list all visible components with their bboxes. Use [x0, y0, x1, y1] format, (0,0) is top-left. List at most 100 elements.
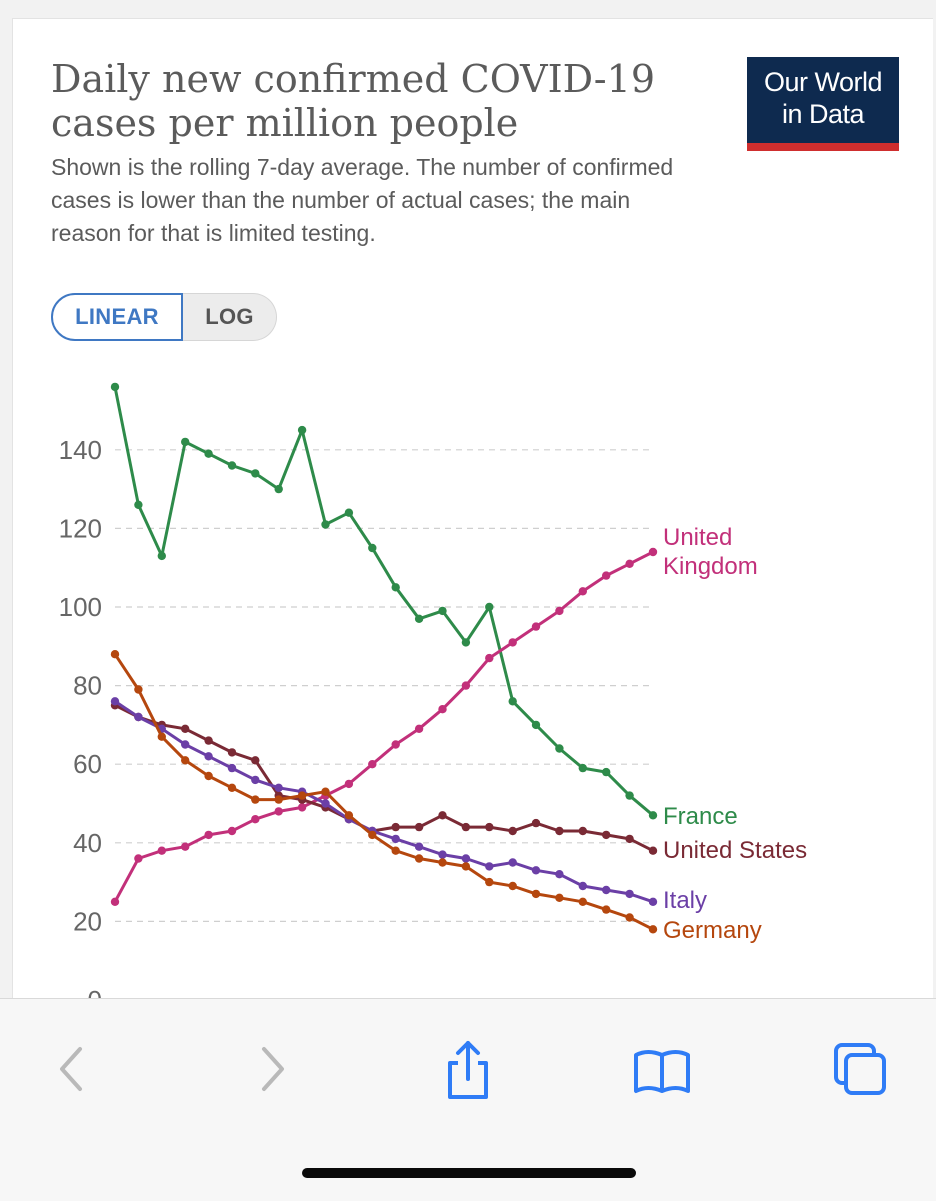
data-point[interactable]	[110, 697, 120, 706]
data-point[interactable]	[157, 551, 166, 561]
data-point[interactable]	[227, 763, 237, 773]
data-point[interactable]	[251, 756, 260, 765]
data-point[interactable]	[204, 771, 213, 781]
data-point[interactable]	[227, 783, 237, 792]
owid-logo[interactable]: Our World in Data	[747, 57, 899, 151]
data-point[interactable]	[508, 638, 517, 647]
data-point[interactable]	[555, 606, 564, 616]
series-line-united-kingdom[interactable]	[113, 550, 654, 903]
data-point[interactable]	[625, 559, 634, 568]
back-button[interactable]	[42, 1039, 102, 1099]
data-point[interactable]	[578, 897, 587, 906]
linear-scale-button[interactable]: LINEAR	[51, 293, 183, 341]
data-point[interactable]	[274, 795, 283, 804]
data-point[interactable]	[414, 854, 424, 863]
data-point[interactable]	[344, 508, 354, 517]
data-point[interactable]	[368, 543, 377, 553]
tabs-button[interactable]	[830, 1039, 890, 1099]
data-point[interactable]	[485, 822, 494, 832]
data-point[interactable]	[414, 614, 424, 623]
series-line-germany[interactable]	[113, 653, 654, 931]
data-point[interactable]	[251, 815, 260, 824]
forward-button[interactable]	[242, 1039, 302, 1099]
data-point[interactable]	[438, 606, 447, 616]
data-point[interactable]	[321, 520, 330, 529]
data-point[interactable]	[251, 469, 260, 478]
data-point[interactable]	[181, 724, 190, 733]
data-point[interactable]	[391, 834, 400, 844]
data-point[interactable]	[368, 760, 377, 769]
data-point[interactable]	[391, 846, 400, 855]
data-point[interactable]	[181, 437, 190, 447]
data-point[interactable]	[485, 877, 494, 887]
data-point[interactable]	[531, 720, 541, 730]
data-point[interactable]	[134, 685, 143, 694]
data-point[interactable]	[297, 425, 307, 435]
data-point[interactable]	[134, 500, 143, 509]
share-button[interactable]	[438, 1039, 498, 1099]
data-point[interactable]	[274, 484, 283, 494]
data-point[interactable]	[438, 858, 447, 867]
data-point[interactable]	[648, 846, 658, 855]
series-line-italy[interactable]	[114, 700, 654, 904]
data-point[interactable]	[414, 842, 424, 851]
data-point[interactable]	[204, 736, 213, 745]
data-point[interactable]	[344, 811, 354, 820]
data-point[interactable]	[181, 756, 190, 765]
data-point[interactable]	[461, 681, 471, 690]
data-point[interactable]	[555, 744, 564, 753]
data-point[interactable]	[461, 638, 471, 647]
data-point[interactable]	[110, 382, 120, 392]
data-point[interactable]	[485, 653, 494, 663]
data-point[interactable]	[204, 752, 213, 761]
data-point[interactable]	[602, 571, 611, 580]
data-point[interactable]	[438, 850, 447, 859]
data-point[interactable]	[438, 811, 447, 820]
data-point[interactable]	[578, 587, 587, 596]
data-point[interactable]	[602, 905, 611, 914]
data-point[interactable]	[181, 740, 190, 749]
data-point[interactable]	[157, 732, 166, 741]
data-point[interactable]	[625, 913, 634, 922]
data-point[interactable]	[414, 822, 424, 832]
data-point[interactable]	[625, 791, 634, 800]
data-point[interactable]	[297, 803, 307, 812]
data-point[interactable]	[157, 846, 166, 855]
data-point[interactable]	[391, 822, 400, 832]
data-point[interactable]	[508, 697, 517, 706]
log-scale-button[interactable]: LOG	[183, 293, 277, 341]
bookmarks-button[interactable]	[632, 1039, 692, 1099]
data-point[interactable]	[485, 602, 494, 612]
data-point[interactable]	[578, 826, 587, 836]
data-point[interactable]	[134, 712, 143, 722]
data-point[interactable]	[508, 826, 517, 836]
data-point[interactable]	[134, 854, 143, 863]
data-point[interactable]	[602, 767, 611, 777]
data-point[interactable]	[602, 885, 611, 895]
data-point[interactable]	[555, 893, 564, 902]
data-point[interactable]	[227, 461, 237, 470]
data-point[interactable]	[321, 799, 330, 808]
series-line-france[interactable]	[113, 386, 654, 817]
data-point[interactable]	[227, 826, 237, 836]
data-point[interactable]	[531, 818, 541, 828]
data-point[interactable]	[648, 925, 658, 934]
data-point[interactable]	[531, 866, 541, 875]
data-point[interactable]	[531, 622, 541, 631]
data-point[interactable]	[321, 787, 330, 796]
data-point[interactable]	[344, 779, 354, 789]
data-point[interactable]	[251, 795, 260, 804]
data-point[interactable]	[461, 854, 471, 863]
data-point[interactable]	[625, 834, 634, 844]
data-point[interactable]	[391, 583, 400, 592]
data-point[interactable]	[368, 830, 377, 840]
data-point[interactable]	[531, 889, 541, 899]
data-point[interactable]	[461, 822, 471, 832]
data-point[interactable]	[508, 881, 517, 891]
data-point[interactable]	[110, 650, 120, 659]
data-point[interactable]	[648, 897, 658, 906]
data-point[interactable]	[438, 705, 447, 714]
data-point[interactable]	[461, 862, 471, 871]
data-point[interactable]	[578, 763, 587, 773]
data-point[interactable]	[204, 449, 213, 458]
